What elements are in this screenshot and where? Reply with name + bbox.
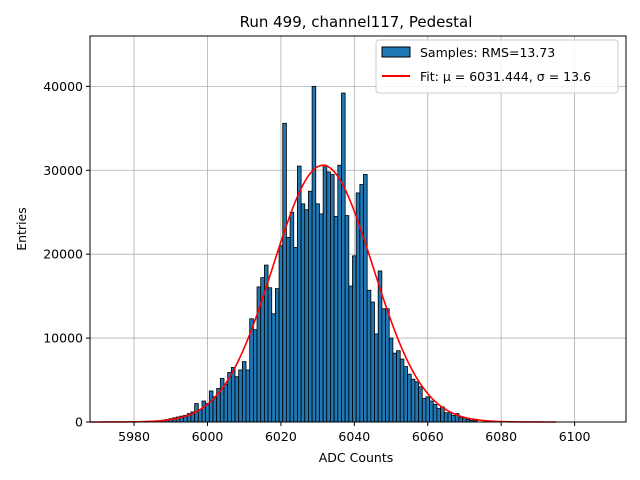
legend-swatch-samples xyxy=(381,46,411,58)
histogram-bar xyxy=(451,414,456,423)
x-tick-label: 6080 xyxy=(485,429,517,444)
histogram-bar xyxy=(308,190,313,423)
histogram-bar xyxy=(282,122,287,423)
histogram-bar xyxy=(241,361,247,423)
histogram-bar xyxy=(223,383,229,423)
y-tick-label: 10000 xyxy=(43,331,83,346)
histogram-bar xyxy=(330,174,335,423)
histogram-bar xyxy=(300,203,306,423)
histogram-bar xyxy=(337,164,342,423)
histogram-bar xyxy=(421,398,427,423)
histogram-bar xyxy=(388,337,394,423)
histogram-bar xyxy=(432,403,438,423)
histogram-bar xyxy=(319,213,324,423)
histogram-bar xyxy=(238,369,243,423)
x-tick-label: 6040 xyxy=(338,429,370,444)
legend-box xyxy=(375,39,619,94)
x-axis-label: ADC Counts xyxy=(319,450,394,465)
histogram-bar xyxy=(289,211,295,423)
histogram-bar xyxy=(326,171,331,423)
histogram-bar xyxy=(208,390,214,423)
x-tick-label: 6060 xyxy=(412,429,444,444)
legend: Samples: RMS=13.73 Fit: μ = 6031.444, σ … xyxy=(375,39,619,94)
histogram-bar xyxy=(374,333,379,423)
histogram-bar xyxy=(352,255,357,423)
legend-label-fit: Fit: μ = 6031.444, σ = 13.6 xyxy=(420,69,591,84)
x-tick-label: 6020 xyxy=(265,429,297,444)
histogram-bar xyxy=(348,285,353,423)
histogram-bar xyxy=(403,366,408,423)
y-axis-label: Entries xyxy=(14,207,29,251)
x-axis-ticks: 5980 6000 6020 6040 6060 6080 6100 xyxy=(118,422,591,444)
histogram-bar xyxy=(458,416,464,423)
histogram-bar xyxy=(447,412,453,423)
histogram-bar xyxy=(201,400,207,423)
chart-title: Run 499, channel117, Pedestal xyxy=(240,13,473,31)
histogram-bar xyxy=(278,245,284,423)
histogram-bar xyxy=(286,236,291,423)
histogram-bar xyxy=(267,287,273,423)
histogram-bar xyxy=(311,85,317,423)
histogram-bar xyxy=(234,376,240,423)
histogram-bar xyxy=(245,369,251,423)
histogram-bar xyxy=(297,165,302,423)
histogram-bar xyxy=(407,373,412,423)
histogram-bar xyxy=(396,350,401,423)
histogram-bar xyxy=(436,408,442,423)
histogram-bar xyxy=(429,400,434,423)
histogram-bar xyxy=(333,216,339,423)
plot-frame xyxy=(89,35,627,423)
histogram-bar xyxy=(370,301,375,423)
y-tick-label: 20000 xyxy=(43,247,83,262)
histogram-bar xyxy=(410,378,416,423)
histogram-bar xyxy=(344,215,350,423)
y-axis-ticks: 0 10000 20000 30000 40000 xyxy=(43,79,90,430)
histogram-bar xyxy=(399,358,405,423)
histogram-bar xyxy=(414,381,419,423)
histogram-bar xyxy=(392,352,397,423)
histogram-bar xyxy=(205,403,210,423)
x-tick-label: 5980 xyxy=(118,429,150,444)
histogram-bar xyxy=(271,313,276,423)
histogram-bar xyxy=(293,247,298,423)
histogram-bar xyxy=(366,289,372,423)
histogram-bar xyxy=(443,412,449,423)
histogram-bar xyxy=(315,203,320,423)
y-tick-label: 0 xyxy=(75,415,83,430)
y-tick-label: 40000 xyxy=(43,79,83,94)
legend-label-samples: Samples: RMS=13.73 xyxy=(420,45,555,60)
histogram-bar xyxy=(252,329,258,423)
y-tick-label: 30000 xyxy=(43,163,83,178)
histogram-bar xyxy=(322,164,328,423)
x-tick-label: 6000 xyxy=(192,429,224,444)
histogram-bar xyxy=(304,209,309,423)
histogram-bar xyxy=(381,308,386,423)
histogram-bar xyxy=(385,308,390,423)
histogram-bar xyxy=(197,409,203,423)
histogram-bar xyxy=(425,396,430,423)
histogram-bar xyxy=(219,377,225,423)
histogram-bar xyxy=(212,396,218,423)
histogram-bar xyxy=(363,174,368,423)
histogram-bar xyxy=(418,386,423,423)
x-tick-label: 6100 xyxy=(559,429,591,444)
histogram-bar xyxy=(274,288,280,423)
histogram-bar xyxy=(230,367,236,423)
fit-curve xyxy=(89,164,557,423)
histogram-bar xyxy=(359,184,364,423)
histogram-bar xyxy=(341,92,346,423)
